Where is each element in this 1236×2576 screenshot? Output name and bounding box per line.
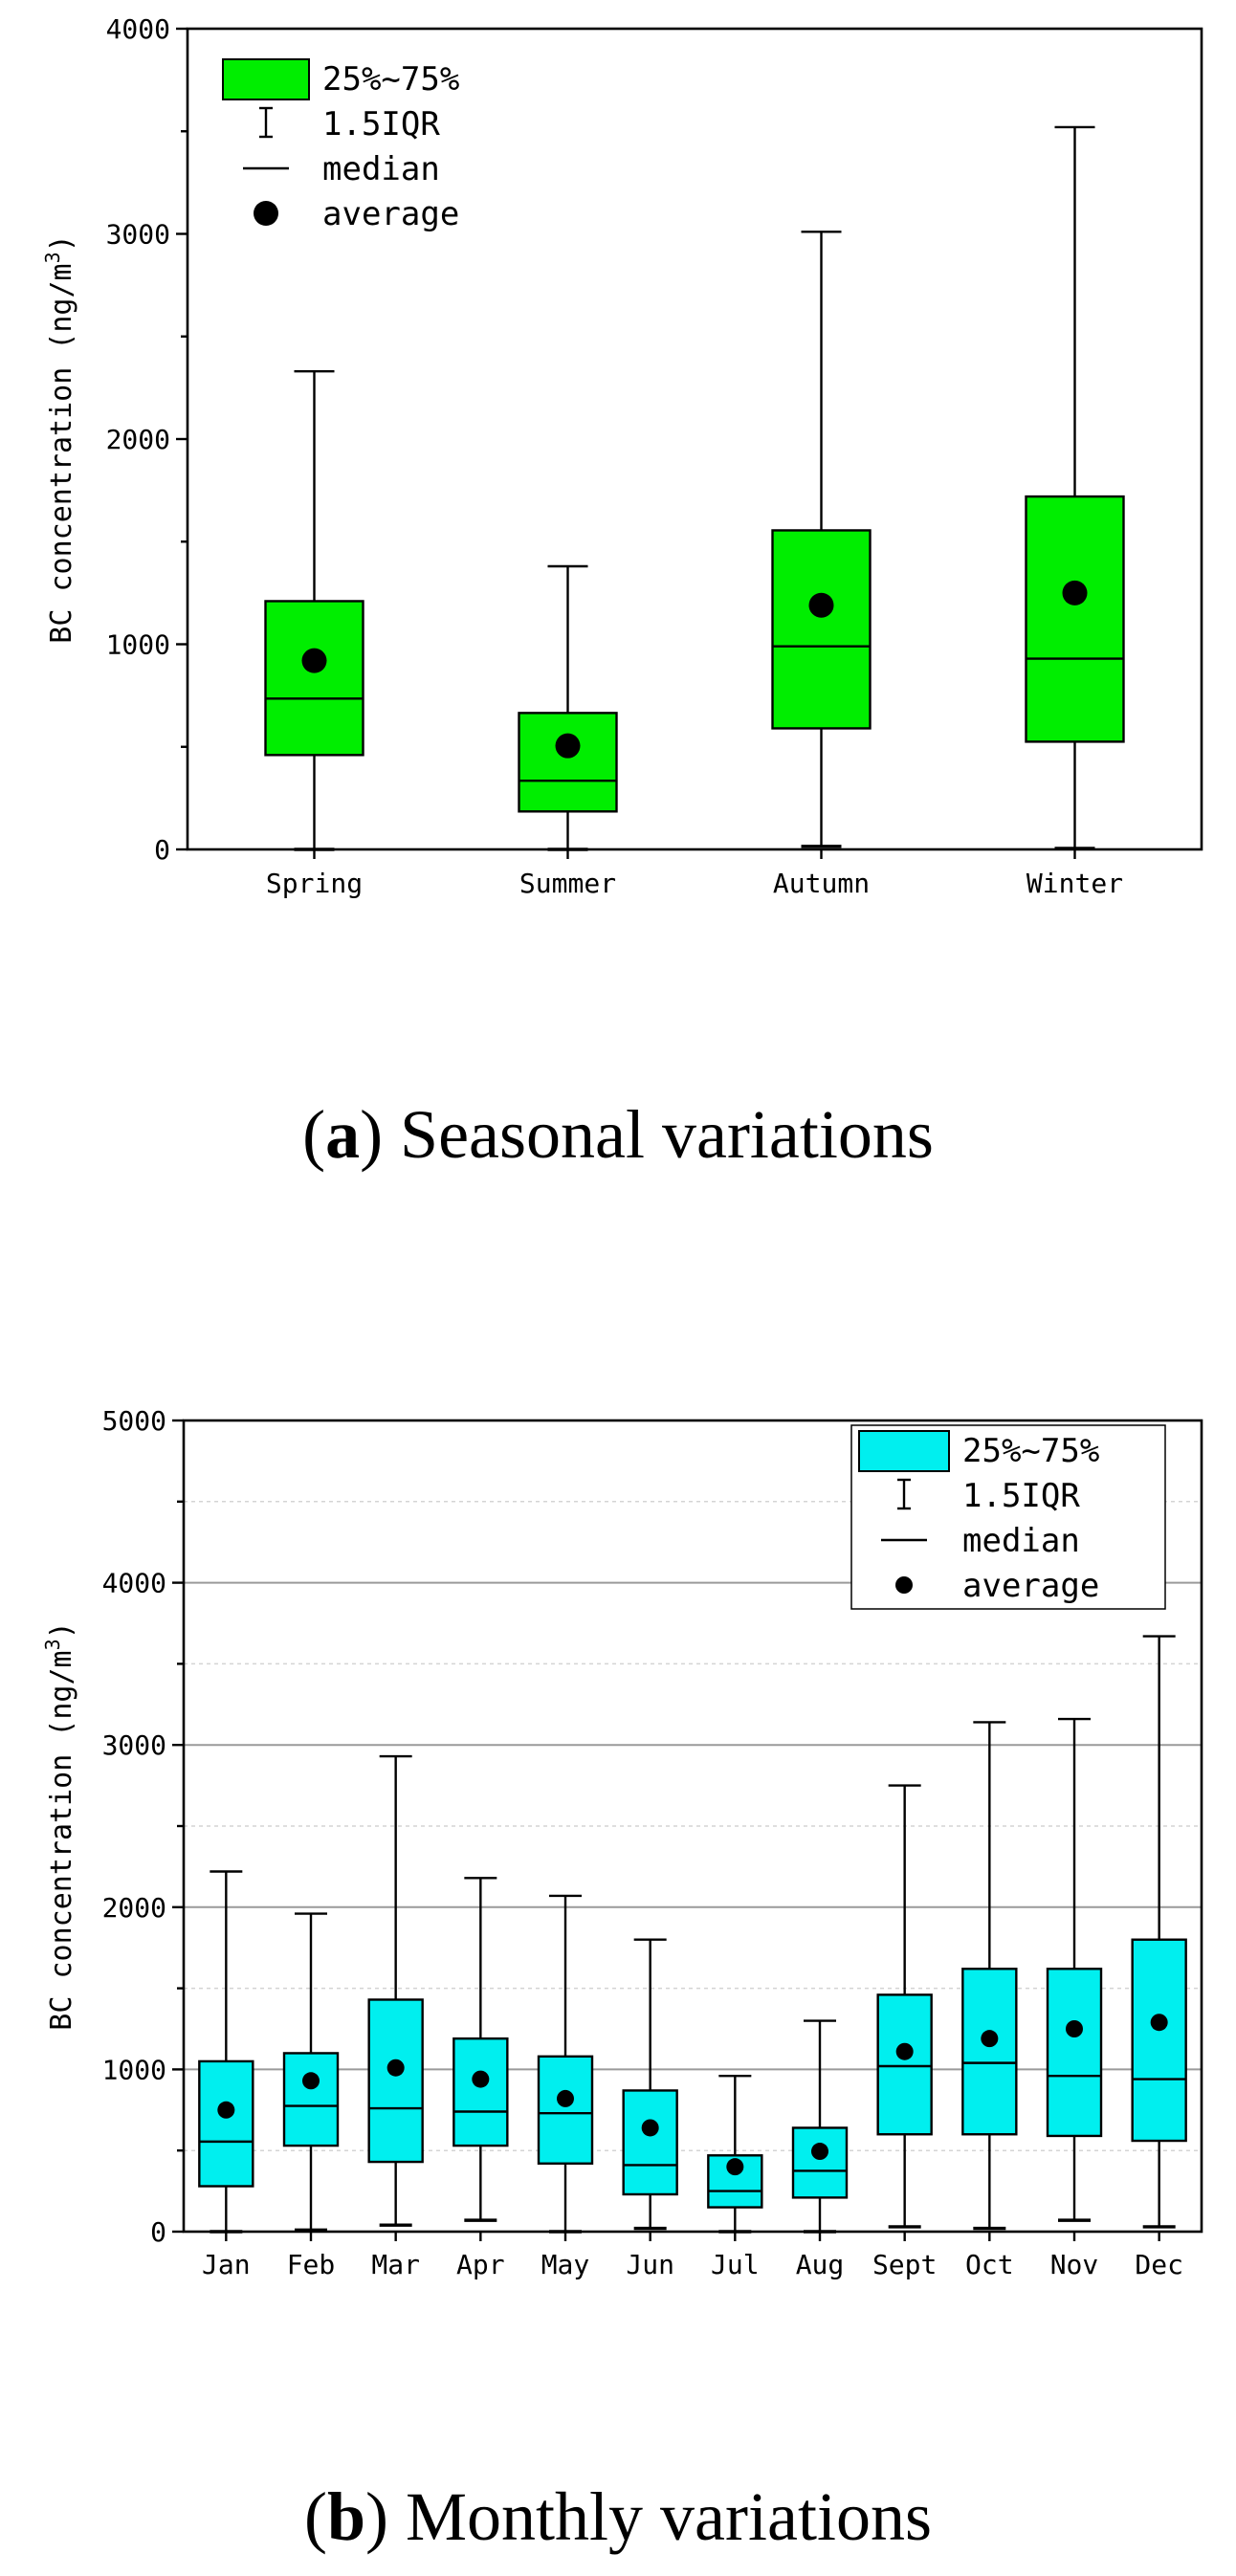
y-axis-label: BC concentration (ng/m3) bbox=[41, 1621, 78, 2030]
mean-marker bbox=[641, 2119, 659, 2137]
mean-marker bbox=[217, 2101, 235, 2119]
caption-a: (a) Seasonal variations bbox=[302, 1096, 934, 1173]
caption-b: (b) Monthly variations bbox=[304, 2478, 932, 2555]
x-tick-label: Spring bbox=[266, 868, 363, 899]
iqr-box bbox=[264, 600, 364, 757]
mean-marker bbox=[1062, 580, 1088, 605]
caption-b-close-paren: ) bbox=[365, 2478, 406, 2555]
iqr-box bbox=[1025, 495, 1125, 743]
y-tick-label: 3000 bbox=[102, 1729, 166, 1761]
y-tick-label: 5000 bbox=[102, 1405, 166, 1437]
legend-average-swatch bbox=[254, 201, 278, 226]
x-tick-label: Jun bbox=[626, 2249, 674, 2280]
legend-average-label: average bbox=[962, 1567, 1099, 1605]
x-tick-label: Jul bbox=[711, 2249, 760, 2280]
y-tick-label: 0 bbox=[154, 834, 170, 866]
iqr-box bbox=[791, 2126, 849, 2199]
y-axis-label-close: ) bbox=[45, 234, 78, 252]
y-axis-label: BC concentration (ng/m3) bbox=[41, 234, 78, 643]
x-tick-label: Oct bbox=[965, 2249, 1014, 2280]
mean-marker bbox=[1066, 2020, 1083, 2037]
iqr-box bbox=[1131, 1938, 1187, 2143]
legend-median-label: median bbox=[322, 150, 440, 188]
iqr-box bbox=[282, 2052, 340, 2147]
monthly-box-chart: 0 1000 2000 3000 4000 5000 Jan Feb Mar Apr May Jun J… bbox=[41, 1405, 1203, 2280]
legend-box-swatch bbox=[222, 58, 310, 100]
legend-whisker-label: 1.5IQR bbox=[962, 1477, 1080, 1515]
iqr-box bbox=[622, 2089, 678, 2196]
y-tick-label: 0 bbox=[150, 2216, 166, 2248]
caption-b-open-paren: ( bbox=[304, 2478, 327, 2555]
caption-a-open-paren: ( bbox=[302, 1096, 325, 1173]
x-tick-label: Nov bbox=[1050, 2249, 1099, 2280]
mean-marker bbox=[302, 2072, 320, 2090]
x-tick-label: Sept bbox=[872, 2249, 937, 2280]
iqr-box bbox=[452, 2037, 509, 2147]
y-axis-label-main: BC concentration (ng/m bbox=[45, 1650, 78, 2030]
x-tick-label: Summer bbox=[519, 868, 616, 899]
x-tick-label: May bbox=[541, 2249, 590, 2280]
x-tick-label: Mar bbox=[371, 2249, 420, 2280]
x-tick-label: Apr bbox=[456, 2249, 505, 2280]
mean-marker bbox=[981, 2030, 999, 2048]
legend-box-label: 25%~75% bbox=[962, 1432, 1099, 1470]
x-tick-label: Feb bbox=[287, 2249, 336, 2280]
caption-a-close-paren: ) bbox=[360, 1096, 400, 1173]
y-tick-label: 4000 bbox=[102, 1568, 166, 1599]
caption-a-text: Seasonal variations bbox=[400, 1096, 934, 1173]
x-tick-label: Aug bbox=[796, 2249, 845, 2280]
mean-marker bbox=[472, 2070, 490, 2088]
x-tick-label: Winter bbox=[1026, 868, 1123, 899]
mean-marker bbox=[895, 2042, 914, 2060]
iqr-box bbox=[518, 712, 618, 813]
seasonal-box-chart: 0 1000 2000 3000 4000 Spring Summer Autumn Winte… bbox=[41, 13, 1203, 899]
y-axis-label-superscript: 3 bbox=[41, 252, 64, 263]
mean-marker bbox=[386, 2059, 405, 2077]
legend: 25%~75% 1.5IQR median average bbox=[215, 54, 525, 237]
x-tick-label: Autumn bbox=[773, 868, 870, 899]
iqr-box bbox=[537, 2055, 594, 2165]
iqr-box bbox=[771, 529, 872, 730]
y-tick-label: 4000 bbox=[106, 13, 170, 45]
iqr-box bbox=[876, 1993, 933, 2136]
legend-box-label: 25%~75% bbox=[322, 60, 459, 99]
y-tick-label: 3000 bbox=[106, 219, 170, 251]
iqr-box bbox=[367, 1998, 424, 2164]
caption-a-letter: a bbox=[325, 1096, 360, 1173]
plot-frame bbox=[182, 1419, 1203, 2234]
mean-marker bbox=[555, 733, 581, 759]
y-axis-label-main: BC concentration (ng/m bbox=[45, 263, 78, 643]
legend: 25%~75% 1.5IQR median average bbox=[850, 1424, 1166, 1610]
mean-marker bbox=[808, 592, 834, 618]
caption-b-letter: b bbox=[327, 2478, 365, 2555]
y-axis-label-close: ) bbox=[45, 1621, 78, 1639]
y-tick-label: 1000 bbox=[102, 2054, 166, 2085]
iqr-box bbox=[1046, 1968, 1103, 2138]
legend-median-label: median bbox=[962, 1522, 1080, 1560]
y-tick-label: 1000 bbox=[106, 629, 170, 661]
iqr-box bbox=[198, 2059, 254, 2188]
mean-marker bbox=[557, 2089, 574, 2107]
y-axis-label-superscript: 3 bbox=[41, 1639, 64, 1650]
caption-b-text: Monthly variations bbox=[406, 2478, 932, 2555]
mean-marker bbox=[811, 2143, 828, 2161]
y-tick-label: 2000 bbox=[106, 424, 170, 455]
legend-whisker-label: 1.5IQR bbox=[322, 105, 440, 143]
mean-marker bbox=[1150, 2014, 1168, 2032]
iqr-box bbox=[961, 1968, 1018, 2136]
legend-box-swatch bbox=[858, 1430, 950, 1472]
x-tick-label: Dec bbox=[1135, 2249, 1183, 2280]
x-tick-label: Jan bbox=[202, 2249, 251, 2280]
plot-frame bbox=[186, 27, 1203, 851]
legend-average-swatch bbox=[895, 1576, 913, 1594]
y-tick-label: 2000 bbox=[102, 1892, 166, 1924]
mean-marker bbox=[301, 648, 327, 673]
legend-average-label: average bbox=[322, 195, 459, 233]
mean-marker bbox=[726, 2158, 744, 2176]
